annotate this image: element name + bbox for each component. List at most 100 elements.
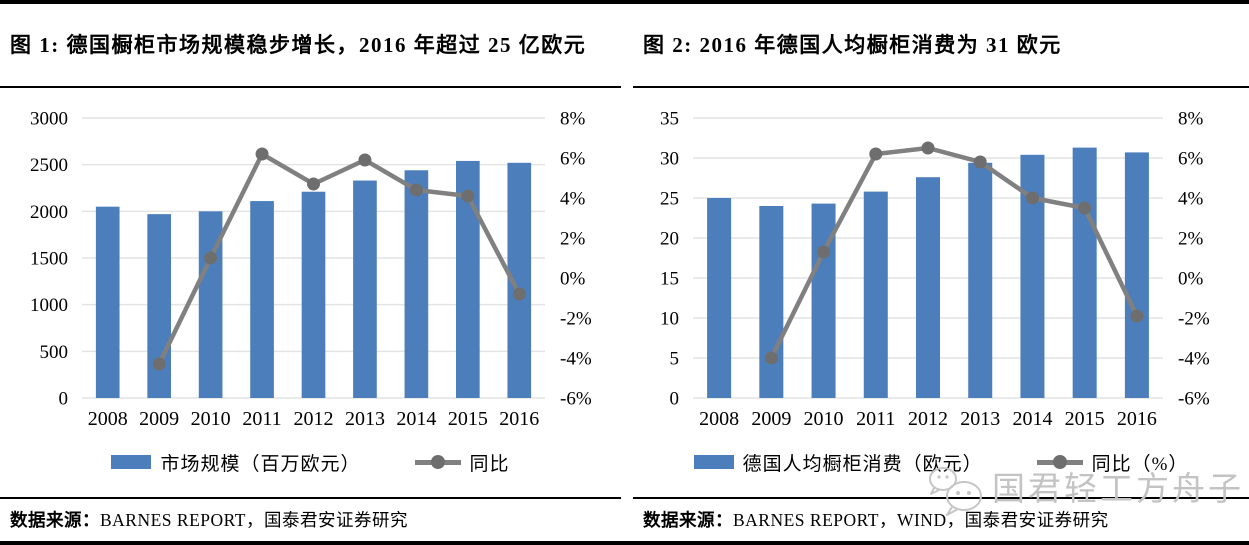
right-axis-tick-label: -2% [560,309,592,330]
trend-line [157,150,522,365]
legend-label: 同比（%） [1091,453,1189,475]
right-axis-tick-label: 4% [560,189,586,210]
bar [95,206,120,398]
x-axis-tick-label: 2012 [294,408,334,430]
x-axis-tick-label: 2014 [1012,408,1052,430]
legend-label: 市场规模（百万欧元） [160,453,361,475]
line-marker [204,251,218,265]
figure-2-title-text: 图 2: 2016 年德国人均橱柜消费为 31 欧元 [643,32,1062,57]
bar [404,170,429,398]
x-axis-tick-label: 2011 [242,408,281,430]
bar [456,160,480,398]
left-axis-tick-label: 0 [670,389,680,410]
x-axis-tick-label: 2008 [699,408,739,430]
legend-line-marker [1052,455,1067,469]
right-axis-tick-label: 6% [560,149,586,170]
right-axis-tick-label: 2% [560,229,586,250]
legend-item-line: 同比（%） [1036,449,1189,476]
right-axis-tick-label: 8% [560,109,586,130]
left-axis-tick-label: 20 [660,229,679,250]
figure-2-title: 图 2: 2016 年德国人均橱柜消费为 31 欧元 [633,4,1249,88]
left-axis-tick-label: 10 [660,309,679,330]
left-axis-tick-label: 2500 [30,155,68,176]
right-axis-tick-label: -6% [560,389,592,410]
x-axis-tick-label: 2014 [396,408,436,430]
line-marker [1025,191,1039,205]
left-axis-tick-label: 30 [660,149,679,170]
left-axis-tick-label: 3000 [30,109,68,130]
line-marker [307,177,320,191]
bar [915,177,941,398]
bar [968,162,993,398]
left-axis-tick-label: 25 [660,189,679,210]
x-axis-tick-label: 2013 [960,408,1000,430]
x-axis-tick-label: 2008 [88,408,128,430]
legend-item-bar: 德国人均橱柜消费（欧元） [693,449,983,476]
bar [507,162,532,398]
figure-1-chart: 0 500 1000 1500 2000 2500 3000 8% 6% 4% 2% 0% -2% -4%… [0,88,621,440]
trend-line [769,145,1139,359]
bar [863,191,888,398]
legend-item-bar: 市场规模（百万欧元） [111,449,360,476]
figure-2-chart-canvas: 0 5 10 15 20 25 30 35 8% 6% 4% 2% 0% -2% -4% -6% 2008 200… [660,109,1210,431]
line-marker [461,189,475,203]
legend-bar-swatch [693,455,734,469]
right-axis-tick-label: -4% [560,349,592,370]
line-marker [358,153,372,167]
source-text: BARNES REPORT，WIND，国泰君安证券研究 [733,510,1109,530]
line-marker [255,147,269,161]
right-axis-tick-label: 0% [1178,269,1204,290]
figure-1-title: 图 1: 德国橱柜市场规模稳步增长，2016 年超过 25 亿欧元 [0,4,621,88]
legend-line-swatch [1036,455,1083,469]
x-axis-tick-label: 2015 [1065,408,1105,430]
figure-2-legend: 德国人均橱柜消费（欧元） 同比（%） [633,440,1249,484]
x-axis-tick-label: 2010 [191,408,231,430]
legend-line-swatch [414,455,461,469]
x-axis-tick-label: 2009 [139,408,179,430]
wechat-icon [929,467,982,516]
source-label: 数据来源： [10,510,100,530]
column-divider-gap [621,4,633,541]
left-axis-tick-label: 1000 [30,295,68,316]
figure-1-title-text: 图 1: 德国橱柜市场规模稳步增长，2016 年超过 25 亿欧元 [10,32,587,57]
x-axis-tick-label: 2009 [751,408,791,430]
right-axis-tick-label: -4% [1178,349,1210,370]
line-marker [764,351,778,365]
line-marker [869,147,883,161]
bar [759,206,784,398]
legend-label: 德国人均橱柜消费（欧元） [742,453,983,475]
line-marker [817,245,831,259]
bar [1124,152,1149,398]
left-axis-tick-label: 0 [59,389,69,410]
left-axis-tick-label: 2000 [30,202,68,223]
figure-2: 图 2: 2016 年德国人均橱柜消费为 31 欧元 0 5 10 15 20 25 30 3… [633,4,1249,541]
right-axis-tick-label: 8% [1178,109,1204,130]
bar [301,191,326,398]
x-axis-tick-label: 2012 [908,408,948,430]
bar [250,201,274,398]
figure-1-chart-canvas: 0 500 1000 1500 2000 2500 3000 8% 6% 4% 2% 0% -2% -4%… [30,109,592,431]
right-axis-tick-label: 4% [1178,189,1204,210]
line-marker [1078,201,1092,215]
source-text: BARNES REPORT，国泰君安证券研究 [100,510,408,530]
line-marker [152,357,166,371]
legend-bar-swatch [111,455,152,469]
right-axis-tick-label: 0% [560,269,586,290]
x-axis-tick-label: 2016 [499,408,539,430]
bar [707,198,732,398]
bar [1072,147,1097,398]
line-marker [1130,309,1144,323]
x-axis-tick-label: 2011 [856,408,895,430]
left-axis-tick-label: 15 [660,269,679,290]
line-marker [409,183,423,197]
x-axis-tick-label: 2016 [1117,408,1157,430]
line-marker [512,287,526,301]
figure-2-source: 数据来源：BARNES REPORT，WIND，国泰君安证券研究 [633,497,1249,541]
figure-1: 图 1: 德国橱柜市场规模稳步增长，2016 年超过 25 亿欧元 0 500 10… [0,4,621,541]
legend-item-line: 同比 [414,449,510,476]
figure-1-source: 数据来源：BARNES REPORT，国泰君安证券研究 [0,497,621,541]
x-axis-tick-label: 2013 [345,408,385,430]
right-axis-tick-label: 6% [1178,149,1204,170]
right-axis-tick-label: 2% [1178,229,1204,250]
